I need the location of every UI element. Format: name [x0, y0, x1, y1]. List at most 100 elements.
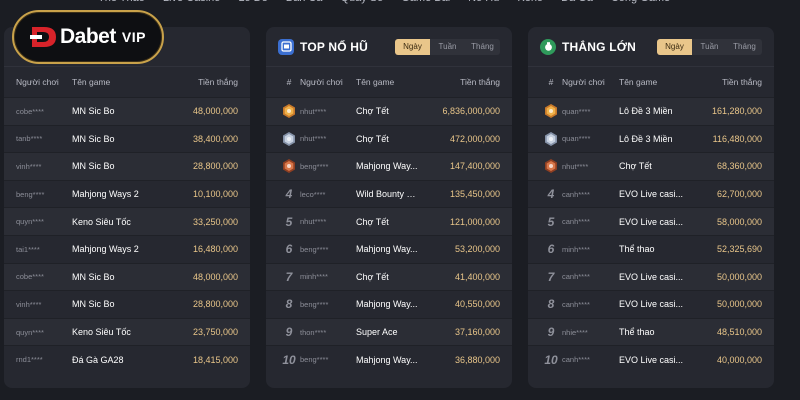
period-tabs: Ngày Tuần Tháng — [395, 38, 500, 55]
column-player: Người chơi — [300, 77, 343, 87]
game-name[interactable]: Mahjong Ways 2 — [72, 189, 139, 200]
game-name[interactable]: EVO Live casi... — [619, 299, 684, 310]
player-name: quyn**** — [16, 327, 44, 337]
game-name[interactable]: Keno Siêu Tốc — [72, 327, 131, 338]
game-name[interactable]: Chợ Tết — [356, 271, 389, 282]
table-row: tai1**** Mahjong Ways 2 16,480,000 — [4, 234, 250, 263]
game-name[interactable]: MN Sic Bo — [72, 106, 115, 117]
nav-item[interactable]: Live Casino — [163, 0, 220, 4]
tab-month[interactable]: Tháng — [733, 42, 756, 51]
table-row: 7 canh**** EVO Live casi... 50,000,000 — [528, 262, 774, 291]
win-amount: 53,200,000 — [454, 244, 500, 255]
game-name[interactable]: Mahjong Way... — [356, 354, 418, 365]
game-name[interactable]: Mahjong Ways 2 — [72, 244, 139, 255]
tab-month[interactable]: Tháng — [471, 42, 494, 51]
game-name[interactable]: Chợ Tết — [619, 161, 652, 172]
rank-number: 10 — [540, 353, 562, 367]
nav-item[interactable]: Đá Gà — [561, 0, 593, 4]
game-name[interactable]: Thể thao — [619, 327, 655, 338]
table-row: quan**** Lô Đề 3 Miền 161,280,000 — [528, 97, 774, 125]
nav-item[interactable]: Game Bài — [401, 0, 450, 4]
player-name: beng**** — [300, 161, 329, 171]
game-name[interactable]: EVO Live casi... — [619, 216, 684, 227]
panel-title: TOP NỔ HŨ — [300, 39, 369, 54]
table-row: nhut**** Chợ Tết 472,000,000 — [266, 124, 512, 153]
game-name[interactable]: Thể thao — [619, 244, 655, 255]
bronze-medal-icon — [278, 158, 300, 174]
rank-label: 10 — [282, 352, 296, 367]
nav-item[interactable]: Lô Đề — [238, 0, 267, 4]
rank-label: 8 — [285, 297, 293, 312]
table-row: 9 nhie**** Thể thao 48,510,000 — [528, 317, 774, 346]
game-name[interactable]: Đá Gà GA28 — [72, 354, 124, 365]
player-name: nhut**** — [562, 161, 589, 171]
rank-label: 7 — [285, 269, 293, 284]
rank-number: 4 — [278, 187, 300, 201]
game-name[interactable]: Lô Đề 3 Miền — [619, 133, 673, 144]
column-win: Tiền thắng — [460, 77, 500, 87]
column-win: Tiền thắng — [722, 77, 762, 87]
player-name: thon**** — [300, 327, 327, 337]
game-name[interactable]: EVO Live casi... — [619, 271, 684, 282]
tab-day[interactable]: Ngày — [395, 38, 430, 55]
game-name[interactable]: Chợ Tết — [356, 216, 389, 227]
table-row: 4 canh**** EVO Live casi... 62,700,000 — [528, 179, 774, 208]
nav-item[interactable]: Quay Số — [340, 0, 383, 4]
tab-week[interactable]: Tuần — [700, 42, 719, 51]
game-name[interactable]: Super Ace — [356, 327, 398, 338]
slot-icon — [278, 38, 294, 55]
game-name[interactable]: Mahjong Way... — [356, 244, 418, 255]
win-amount: 472,000,000 — [449, 133, 500, 144]
top-jackpot-panel: TOP NỔ HŨ Ngày Tuần Tháng # Người chơi T… — [266, 27, 512, 388]
table-row: 4 leco**** Wild Bounty S... 135,450,000 — [266, 179, 512, 208]
player-name: minh**** — [300, 272, 328, 282]
game-name[interactable]: MN Sic Bo — [72, 271, 115, 282]
player-name: minh**** — [562, 244, 590, 254]
nav-item[interactable]: Thể Thao — [98, 0, 145, 4]
game-name[interactable]: EVO Live casi... — [619, 189, 684, 200]
column-rank: # — [548, 77, 554, 87]
game-name[interactable]: MN Sic Bo — [72, 161, 115, 172]
game-name[interactable]: MN Sic Bo — [72, 299, 115, 310]
player-name: cobe**** — [16, 272, 44, 282]
game-name[interactable]: Chợ Tết — [356, 106, 389, 117]
column-game: Tên game — [356, 77, 395, 87]
game-name[interactable]: Wild Bounty S... — [356, 189, 420, 200]
game-name[interactable]: Mahjong Way... — [356, 161, 418, 172]
tab-day[interactable]: Ngày — [657, 38, 692, 55]
win-amount: 48,000,000 — [192, 271, 238, 282]
rank-label: 5 — [547, 214, 555, 229]
game-name[interactable]: Mahjong Way... — [356, 299, 418, 310]
player-name: nhie**** — [562, 327, 588, 337]
rank-label: 6 — [285, 242, 293, 257]
table-row: 5 nhut**** Chợ Tết 121,000,000 — [266, 207, 512, 235]
panel-header: THẮNG LỚN Ngày Tuần Tháng — [528, 27, 774, 67]
game-name[interactable]: EVO Live casi... — [619, 354, 684, 365]
player-name: quan**** — [562, 106, 591, 116]
win-amount: 33,250,000 — [192, 216, 238, 227]
rank-number: 8 — [278, 297, 300, 311]
table-row: 5 canh**** EVO Live casi... 58,000,000 — [528, 207, 774, 235]
nav-item[interactable]: Keno — [517, 0, 543, 4]
game-name[interactable]: Lô Đề 3 Miền — [619, 106, 673, 117]
nav-item[interactable]: Bắn Cá — [286, 0, 323, 4]
player-name: vinh**** — [16, 299, 42, 309]
rank-number: 5 — [278, 215, 300, 229]
game-name[interactable]: Keno Siêu Tốc — [72, 216, 131, 227]
game-name[interactable]: Chợ Tết — [356, 133, 389, 144]
silver-medal-icon — [278, 131, 300, 147]
winners-list: cobe**** MN Sic Bo 48,000,000 tanb**** MN Si… — [4, 97, 250, 373]
nav-item[interactable]: Cổng Game — [611, 0, 670, 4]
page-scrollbar[interactable] — [784, 0, 800, 400]
nav-item[interactable]: Nổ Hũ — [468, 0, 499, 4]
top-navigation: Thể Thao Live Casino Lô Đề Bắn Cá Quay Số Gam… — [0, 0, 800, 8]
dabet-logo[interactable]: Dabet VIP — [12, 10, 164, 64]
game-name[interactable]: MN Sic Bo — [72, 133, 115, 144]
table-row: 10 canh**** EVO Live casi... 40,000,000 — [528, 345, 774, 373]
tab-week[interactable]: Tuần — [438, 42, 457, 51]
rank-number: 8 — [540, 297, 562, 311]
win-amount: 16,480,000 — [192, 244, 238, 255]
table-row: beng**** Mahjong Ways 2 10,100,000 — [4, 179, 250, 208]
table-row: beng**** Mahjong Way... 147,400,000 — [266, 152, 512, 180]
table-row: 10 beng**** Mahjong Way... 36,880,000 — [266, 345, 512, 373]
